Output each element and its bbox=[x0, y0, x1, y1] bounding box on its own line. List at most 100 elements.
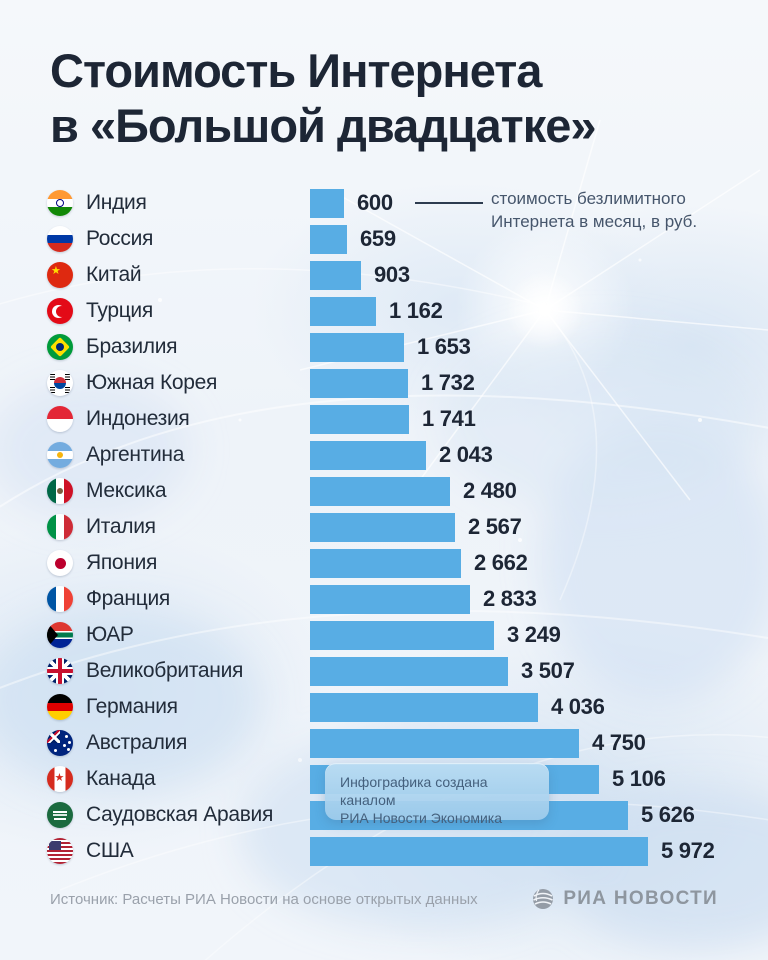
tooltip-line1: Инфографика создана каналом bbox=[340, 774, 488, 808]
bar-value: 659 bbox=[360, 226, 396, 251]
flag-usa-icon bbox=[47, 838, 73, 864]
flag-turkey-icon bbox=[47, 298, 73, 324]
bar bbox=[310, 368, 408, 398]
bar-value: 2 480 bbox=[463, 478, 517, 503]
bar-value: 1 162 bbox=[389, 298, 443, 323]
bar-value: 5 106 bbox=[612, 766, 666, 791]
annotation-connector-line bbox=[415, 202, 483, 204]
table-row: Япония 2 662 bbox=[0, 545, 768, 581]
bar-value: 1 732 bbox=[421, 370, 475, 395]
bar bbox=[310, 620, 494, 650]
flag-south-africa-icon bbox=[47, 622, 73, 648]
bar-value: 4 036 bbox=[551, 694, 605, 719]
flag-south-korea-icon bbox=[47, 370, 73, 396]
bar-value: 5 626 bbox=[641, 802, 695, 827]
table-row: Аргентина 2 043 bbox=[0, 437, 768, 473]
flag-china-icon bbox=[47, 262, 73, 288]
country-label: Аргентина bbox=[86, 443, 185, 466]
bar-value: 2 833 bbox=[483, 586, 537, 611]
bar bbox=[310, 692, 538, 722]
bar-value: 2 043 bbox=[439, 442, 493, 467]
bar-value: 2 567 bbox=[468, 514, 522, 539]
table-row: Италия 2 567 bbox=[0, 509, 768, 545]
country-label: Саудовская Аравия bbox=[86, 803, 274, 826]
page-title-line1: Стоимость Интернета bbox=[50, 44, 542, 97]
flag-france-icon bbox=[47, 586, 73, 612]
country-label: Италия bbox=[86, 515, 156, 538]
bar bbox=[310, 728, 579, 758]
flag-russia-icon bbox=[47, 226, 73, 252]
bar bbox=[310, 584, 470, 614]
bar bbox=[310, 548, 461, 578]
flag-australia-icon bbox=[47, 730, 73, 756]
ria-novosti-globe-icon bbox=[533, 889, 554, 909]
bar bbox=[310, 224, 347, 254]
table-row: ЮАР 3 249 bbox=[0, 617, 768, 653]
country-label: Великобритания bbox=[86, 659, 244, 682]
bar bbox=[310, 836, 648, 866]
country-label: Россия bbox=[86, 227, 154, 250]
country-label: Турция bbox=[86, 299, 153, 322]
ria-novosti-logo-text: РИА НОВОСТИ bbox=[563, 888, 718, 909]
flag-brazil-icon bbox=[47, 334, 73, 360]
table-row: Китай 903 bbox=[0, 257, 768, 293]
page-title-line2: в «Большой двадцатке» bbox=[50, 98, 597, 152]
flag-uk-icon bbox=[47, 658, 73, 684]
bar bbox=[310, 656, 508, 686]
country-label: Мексика bbox=[86, 479, 167, 502]
country-label: ЮАР bbox=[86, 623, 134, 646]
table-row: США 5 972 bbox=[0, 833, 768, 869]
flag-indonesia-icon bbox=[47, 406, 73, 432]
country-label: Австралия bbox=[86, 731, 188, 754]
country-label: Германия bbox=[86, 695, 178, 718]
ria-novosti-logo: РИА НОВОСТИ bbox=[531, 887, 718, 911]
table-row: Мексика 2 480 bbox=[0, 473, 768, 509]
flag-italy-icon bbox=[47, 514, 73, 540]
table-row: Германия 4 036 bbox=[0, 689, 768, 725]
bar-value: 5 972 bbox=[661, 838, 715, 863]
table-row: Великобритания 3 507 bbox=[0, 653, 768, 689]
country-label: Южная Корея bbox=[86, 371, 218, 394]
bar-value: 1 741 bbox=[422, 406, 476, 431]
flag-japan-icon bbox=[47, 550, 73, 576]
bar bbox=[310, 188, 344, 218]
bar bbox=[310, 332, 404, 362]
flag-germany-icon bbox=[47, 694, 73, 720]
country-label: Франция bbox=[86, 587, 170, 610]
flag-india-icon bbox=[47, 190, 73, 216]
country-label: Индонезия bbox=[86, 407, 190, 430]
footer: Источник: Расчеты РИА Новости на основе … bbox=[50, 884, 718, 914]
bar-value: 903 bbox=[374, 262, 410, 287]
bar-value: 3 249 bbox=[507, 622, 561, 647]
table-row: Австралия 4 750 bbox=[0, 725, 768, 761]
flag-canada-icon bbox=[47, 766, 73, 792]
table-row: Бразилия 1 653 bbox=[0, 329, 768, 365]
infographic-credit-tooltip: Инфографика создана каналом РИА Новости … bbox=[325, 763, 549, 826]
country-label: Индия bbox=[86, 191, 147, 214]
page-title: Стоимость Интернета в «Большой двадцатке… bbox=[50, 44, 597, 154]
table-row: Индонезия 1 741 bbox=[0, 401, 768, 437]
flag-saudi-arabia-icon bbox=[47, 802, 73, 828]
bar-value: 3 507 bbox=[521, 658, 575, 683]
table-row: Турция 1 162 bbox=[0, 293, 768, 329]
bar-value: 600 bbox=[357, 190, 393, 215]
bar-value: 4 750 bbox=[592, 730, 646, 755]
bar-value: 2 662 bbox=[474, 550, 528, 575]
bar bbox=[310, 512, 455, 542]
table-row: Южная Корея 1 732 bbox=[0, 365, 768, 401]
table-row: Франция 2 833 bbox=[0, 581, 768, 617]
tooltip-line2: РИА Новости Экономика bbox=[340, 810, 503, 826]
country-label: Китай bbox=[86, 263, 142, 286]
bar bbox=[310, 260, 361, 290]
bar bbox=[310, 296, 376, 326]
flag-argentina-icon bbox=[47, 442, 73, 468]
country-label: Япония bbox=[86, 551, 158, 574]
country-label: Бразилия bbox=[86, 335, 178, 358]
annotation-note: стоимость безлимитного Интернета в месяц… bbox=[491, 189, 698, 231]
bar bbox=[310, 404, 409, 434]
country-label: Канада bbox=[86, 767, 156, 790]
flag-mexico-icon bbox=[47, 478, 73, 504]
source-note: Источник: Расчеты РИА Новости на основе … bbox=[50, 890, 478, 908]
country-label: США bbox=[86, 839, 134, 862]
